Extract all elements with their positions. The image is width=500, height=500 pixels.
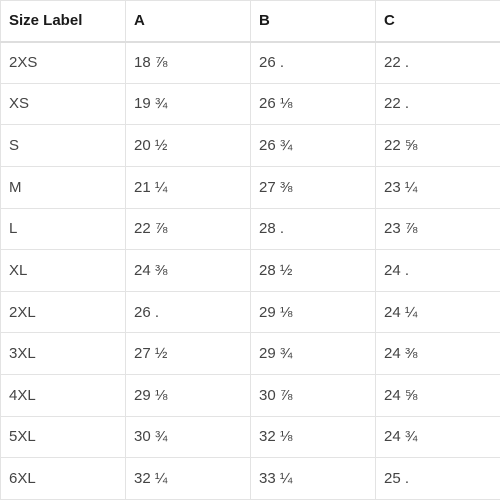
cell-c: 22 .	[375, 82, 500, 126]
cell-size: M	[0, 165, 126, 209]
cell-a: 24 ⅜	[125, 249, 251, 292]
table-row: S 20 ½ 26 ¾ 22 ⅝	[0, 124, 500, 167]
cell-c: 23 ⅞	[375, 207, 500, 251]
cell-c: 23 ¼	[375, 165, 500, 209]
cell-b: 26 .	[250, 41, 376, 84]
table-row: 4XL 29 ⅛ 30 ⅞ 24 ⅝	[0, 374, 500, 417]
table-header: Size Label A B C	[0, 0, 500, 43]
cell-c: 24 .	[375, 249, 500, 292]
header-c: C	[375, 0, 500, 43]
table-row: XS 19 ¾ 26 ⅛ 22 .	[0, 82, 500, 126]
cell-c: 24 ¼	[375, 290, 500, 334]
cell-size: 2XS	[0, 41, 126, 84]
cell-b: 29 ¾	[250, 332, 376, 375]
cell-b: 28 ½	[250, 249, 376, 292]
cell-a: 22 ⅞	[125, 207, 251, 251]
cell-a: 18 ⅞	[125, 41, 251, 84]
header-b: B	[250, 0, 376, 43]
cell-size: S	[0, 124, 126, 167]
cell-b: 33 ¼	[250, 457, 376, 500]
table-row: M 21 ¼ 27 ⅜ 23 ¼	[0, 165, 500, 209]
cell-c: 24 ⅜	[375, 332, 500, 375]
cell-b: 28 .	[250, 207, 376, 251]
cell-a: 32 ¼	[125, 457, 251, 500]
cell-c: 22 .	[375, 41, 500, 84]
cell-b: 32 ⅛	[250, 415, 376, 459]
cell-size: 4XL	[0, 374, 126, 417]
cell-c: 24 ⅝	[375, 374, 500, 417]
cell-b: 30 ⅞	[250, 374, 376, 417]
cell-size: L	[0, 207, 126, 251]
cell-b: 26 ¾	[250, 124, 376, 167]
cell-a: 29 ⅛	[125, 374, 251, 417]
table-row: XL 24 ⅜ 28 ½ 24 .	[0, 249, 500, 292]
header-row: Size Label A B C	[0, 0, 500, 43]
cell-b: 26 ⅛	[250, 82, 376, 126]
table-row: 6XL 32 ¼ 33 ¼ 25 .	[0, 457, 500, 500]
cell-a: 26 .	[125, 290, 251, 334]
table-row: 3XL 27 ½ 29 ¾ 24 ⅜	[0, 332, 500, 375]
table-body: 2XS 18 ⅞ 26 . 22 . XS 19 ¾ 26 ⅛ 22 . S 2…	[0, 41, 500, 500]
table-row: 5XL 30 ¾ 32 ⅛ 24 ¾	[0, 415, 500, 459]
table-row: L 22 ⅞ 28 . 23 ⅞	[0, 207, 500, 251]
cell-a: 27 ½	[125, 332, 251, 375]
cell-size: 6XL	[0, 457, 126, 500]
table-row: 2XS 18 ⅞ 26 . 22 .	[0, 41, 500, 84]
cell-size: 5XL	[0, 415, 126, 459]
header-size-label: Size Label	[0, 0, 126, 43]
cell-b: 27 ⅜	[250, 165, 376, 209]
cell-a: 20 ½	[125, 124, 251, 167]
cell-size: XS	[0, 82, 126, 126]
cell-c: 25 .	[375, 457, 500, 500]
cell-c: 24 ¾	[375, 415, 500, 459]
table-row: 2XL 26 . 29 ⅛ 24 ¼	[0, 290, 500, 334]
cell-b: 29 ⅛	[250, 290, 376, 334]
cell-a: 30 ¾	[125, 415, 251, 459]
cell-size: 2XL	[0, 290, 126, 334]
cell-c: 22 ⅝	[375, 124, 500, 167]
cell-a: 21 ¼	[125, 165, 251, 209]
cell-size: 3XL	[0, 332, 126, 375]
cell-size: XL	[0, 249, 126, 292]
header-a: A	[125, 0, 251, 43]
cell-a: 19 ¾	[125, 82, 251, 126]
